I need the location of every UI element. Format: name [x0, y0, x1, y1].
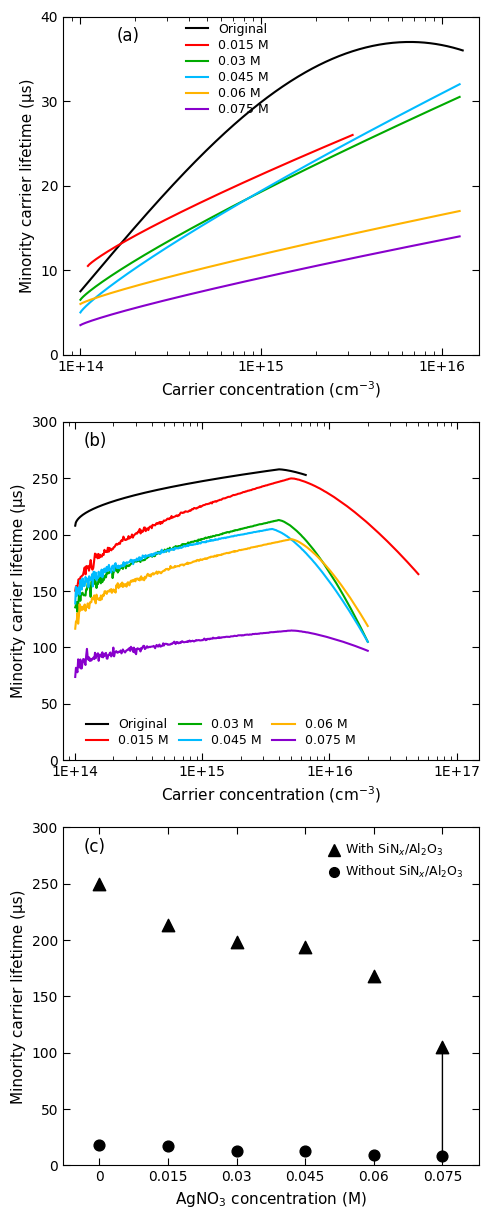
- Point: [233, 932, 241, 952]
- Point: [438, 1147, 446, 1166]
- Y-axis label: Minority carrier lifetime (μs): Minority carrier lifetime (μs): [20, 78, 35, 293]
- Point: [370, 966, 378, 986]
- Text: (b): (b): [84, 432, 107, 450]
- X-axis label: Carrier concentration (cm$^{-3}$): Carrier concentration (cm$^{-3}$): [161, 784, 381, 805]
- Point: [301, 1141, 309, 1160]
- Legend: Original, 0.015 M, 0.03 M, 0.045 M, 0.06 M, 0.075 M: Original, 0.015 M, 0.03 M, 0.045 M, 0.06…: [186, 23, 269, 116]
- Point: [370, 1146, 378, 1165]
- X-axis label: AgNO$_3$ concentration (M): AgNO$_3$ concentration (M): [175, 1190, 367, 1209]
- Text: (a): (a): [117, 27, 140, 45]
- Legend: Original, 0.015 M, 0.03 M, 0.045 M, 0.06 M, 0.075 M: Original, 0.015 M, 0.03 M, 0.045 M, 0.06…: [86, 717, 355, 747]
- Point: [96, 874, 104, 893]
- Point: [164, 916, 172, 936]
- Point: [233, 1141, 241, 1160]
- Point: [438, 1037, 446, 1057]
- Point: [164, 1137, 172, 1157]
- Y-axis label: Minority carrier lifetime (μs): Minority carrier lifetime (μs): [11, 889, 26, 1104]
- Legend: With SiN$_x$/Al$_2$O$_3$, Without SiN$_x$/Al$_2$O$_3$: With SiN$_x$/Al$_2$O$_3$, Without SiN$_x…: [324, 837, 468, 886]
- Point: [301, 937, 309, 956]
- Text: (c): (c): [84, 837, 106, 855]
- Point: [96, 1136, 104, 1155]
- Y-axis label: Minority carrier lifetime (μs): Minority carrier lifetime (μs): [11, 484, 26, 698]
- X-axis label: Carrier concentration (cm$^{-3}$): Carrier concentration (cm$^{-3}$): [161, 379, 381, 400]
